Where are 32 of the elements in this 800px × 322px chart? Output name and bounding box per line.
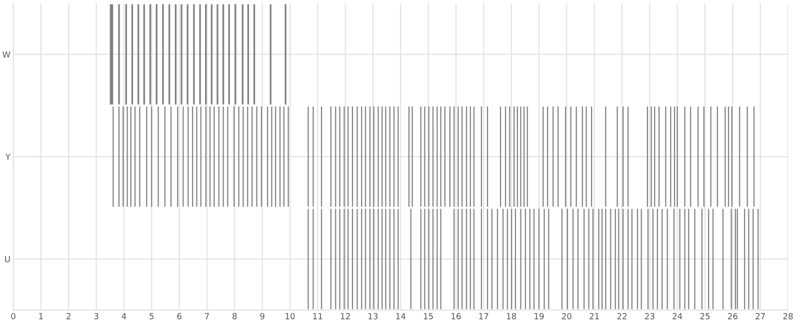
x-tick-label: 5 <box>150 313 154 320</box>
x-tick-label: 21 <box>590 313 599 320</box>
x-tick-label: 14 <box>396 313 406 320</box>
x-tick-label: 6 <box>177 313 182 320</box>
x-tick-label: 16 <box>452 313 461 320</box>
x-tick-label: 2 <box>66 313 70 320</box>
x-tick-label: 0 <box>11 313 16 320</box>
x-tick-label: 20 <box>562 313 572 320</box>
x-tick-label: 19 <box>534 313 544 320</box>
x-tick-label: 8 <box>232 313 237 320</box>
x-tick-label: 7 <box>204 313 209 320</box>
x-tick-label: 9 <box>260 313 264 320</box>
y-tick-label: W <box>2 51 10 58</box>
x-tick-label: 24 <box>672 313 682 320</box>
x-tick-label: 23 <box>644 313 654 320</box>
x-tick-label: 22 <box>617 313 626 320</box>
x-tick-label: 28 <box>783 313 793 320</box>
y-tick-label: Y <box>5 154 11 160</box>
x-tick-label: 27 <box>756 313 765 320</box>
x-tick-label: 25 <box>700 313 710 320</box>
x-tick-label: 17 <box>479 313 488 320</box>
x-tick-label: 11 <box>313 313 322 320</box>
x-tick-label: 15 <box>424 313 433 320</box>
x-tick-label: 18 <box>506 313 516 320</box>
y-tick-label: U <box>5 256 10 262</box>
x-tick-label: 10 <box>286 313 295 320</box>
x-tick-label: 26 <box>728 313 738 320</box>
x-tick-label: 4 <box>122 313 126 320</box>
x-tick-label: 13 <box>368 313 378 320</box>
x-tick-label: 1 <box>39 313 43 320</box>
x-tick-label: 12 <box>340 313 350 320</box>
x-tick-label: 3 <box>94 313 98 320</box>
